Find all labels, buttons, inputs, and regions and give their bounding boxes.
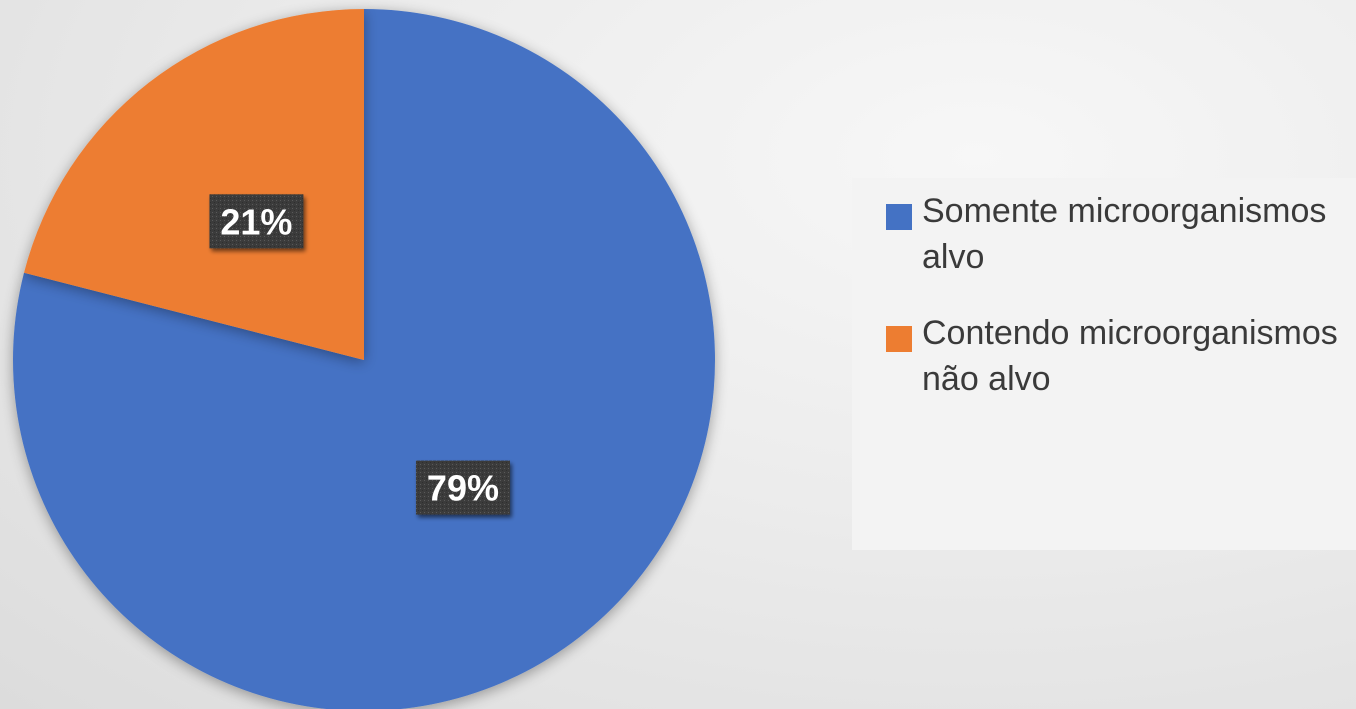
data-label-box [415, 460, 510, 515]
pie-slice-somente [13, 9, 715, 709]
legend-item-contendo: Contendo microorganismos não alvo [852, 310, 1356, 402]
data-label-contendo: 21% [209, 194, 304, 249]
legend-swatch-somente [886, 204, 912, 230]
pie-data-labels: 79% 21% [209, 194, 510, 515]
legend-item-somente: Somente microorganismos alvo [852, 188, 1356, 280]
legend-label-somente: Somente microorganismos alvo [922, 192, 1327, 276]
legend-label-contendo: Contendo microorganismos não alvo [922, 314, 1338, 398]
chart-legend: Somente microorganismos alvo Contendo mi… [852, 178, 1356, 550]
data-label-text: 21% [220, 201, 292, 242]
data-label-box [209, 194, 304, 249]
pie-slices [13, 9, 715, 709]
pie-chart-svg: 79% 21% [13, 9, 715, 709]
data-label-somente: 79% [415, 460, 510, 515]
pie-slice-contendo [24, 9, 364, 360]
legend-swatch-contendo [886, 326, 912, 352]
data-label-text: 79% [427, 468, 499, 509]
pie-chart: 79% 21% [13, 9, 715, 709]
